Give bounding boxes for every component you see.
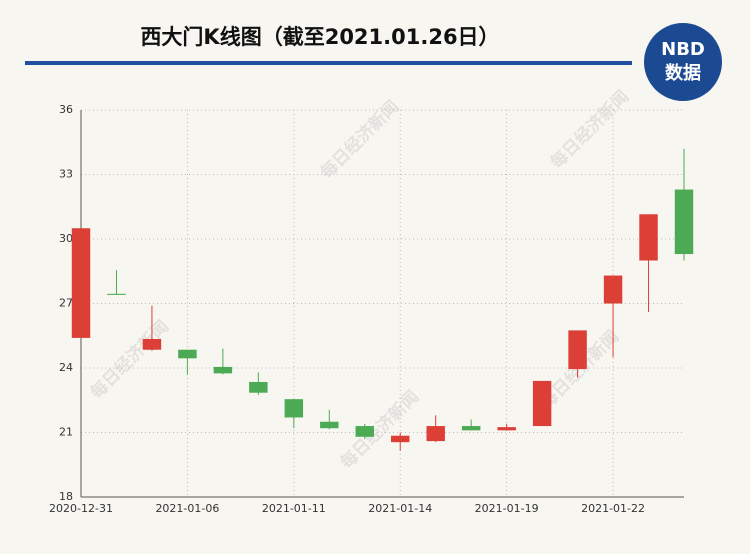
y-tick-label: 33 (59, 168, 73, 181)
candle-body (391, 435, 410, 443)
y-tick-label: 21 (59, 426, 73, 439)
y-tick-label: 24 (59, 361, 73, 374)
logo-circle (644, 23, 722, 101)
candle-body (142, 338, 162, 350)
candle-body (568, 330, 587, 370)
chart-title: 西大门K线图（截至2021.01.26日） (140, 25, 499, 49)
x-tick-label: 2021-01-22 (581, 502, 645, 515)
candle-body (461, 426, 481, 431)
candle-body (284, 399, 304, 418)
y-tick-label: 36 (59, 103, 73, 116)
y-tick-label: 30 (59, 232, 73, 245)
y-tick-label: 18 (59, 490, 73, 503)
candle-body (355, 426, 374, 437)
logo-text: NBD (661, 39, 705, 60)
x-tick-label: 2021-01-19 (475, 502, 539, 515)
y-tick-label: 27 (59, 297, 73, 310)
candle-body (639, 214, 658, 261)
candle-body (497, 427, 516, 431)
candle-body (213, 366, 233, 374)
candle-body (178, 349, 197, 359)
candle-body (107, 293, 126, 295)
logo: NBD 数据 (644, 23, 722, 101)
candle-body (249, 381, 268, 393)
candle-body (603, 275, 623, 304)
candle-body (674, 189, 694, 255)
candle-body (71, 228, 91, 338)
candle-body (320, 421, 339, 429)
x-tick-label: 2021-01-14 (368, 502, 432, 515)
plot-area: 18 21 24 27 30 33 36 2020-12-31 2021-01-06 2021-0… (49, 103, 694, 515)
x-tick-label: 2021-01-06 (155, 502, 219, 515)
x-tick-label: 2020-12-31 (49, 502, 113, 515)
x-tick-label: 2021-01-11 (262, 502, 326, 515)
candle-body (532, 380, 552, 427)
candle-body (426, 426, 445, 442)
logo-subtext: 数据 (665, 62, 701, 84)
